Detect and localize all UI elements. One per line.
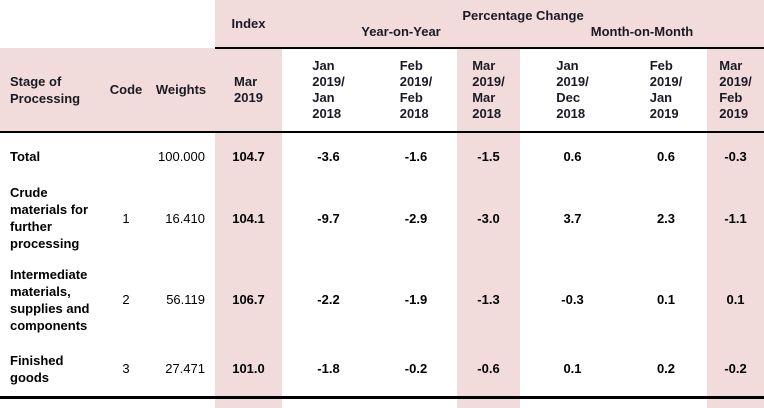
col-header-weights: Weights [147,48,215,133]
period-group-labels: Year-on-Year Month-on-Month [282,24,764,40]
col-header-yoy-jan: Jan 2019/ Jan 2018 [282,48,375,133]
cell-code: 3 [105,342,147,399]
cell-index: 104.7 [215,132,282,179]
col-header-code: Code [105,48,147,133]
bottom-strip-mom-mar [707,397,764,408]
cell-mom-jan: 3.7 [563,210,582,226]
data-row-total: Total 100.000 104.7 -3.6 -1.6 -1.5 0.6 0… [0,132,764,179]
cell-yoy-mar: -3.0 [457,179,520,257]
col-header-mom-mar: Mar 2019/ Feb 2019 [707,48,764,133]
month-on-month-label: Month-on-Month [590,23,694,39]
cell-mom-feb: 2.3 [656,210,676,226]
bottom-strip-blank [282,397,457,408]
cell-stage: Crude materials for further processing [10,185,89,251]
col-header-index-mar-2019: Mar 2019 [215,48,282,133]
cell-yoy-mar: -0.6 [457,342,520,399]
cell-stage: Finished goods [0,342,105,399]
bottom-strip-yoy-mar [457,397,520,408]
col-header-yoy-mar: Mar 2019/ Mar 2018 [457,48,520,133]
cell-mom-jan: 0.1 [520,342,625,399]
cell-mom-mar: 0.1 [707,257,764,342]
cell-yoy-mar: -1.3 [457,257,520,342]
corner-blank-cell [0,0,215,48]
cell-index: 104.1 [215,179,282,257]
cell-yoy-jan: -3.6 [317,148,340,164]
cell-yoy-feb: -1.6 [404,148,428,164]
cell-weights: 56.119 [166,292,205,307]
bottom-strip-blank [0,397,215,408]
col-header-yoy-feb: Feb 2019/ Feb 2018 [375,48,457,133]
cell-mom-mar: -0.2 [707,342,764,399]
cell-mom-mar: -1.1 [707,179,764,257]
data-row-intermediate-materials: Intermediate materials, supplies and com… [0,257,764,342]
percentage-change-label: Percentage Change [462,7,584,23]
percentage-change-group-header: Percentage Change Year-on-Year Month-on-… [282,0,764,49]
cell-mom-jan: -0.3 [561,292,584,307]
cell-yoy-feb: -0.2 [375,342,457,399]
cell-yoy-feb: -2.9 [404,210,428,226]
cell-weights: 100.000 [158,148,205,164]
cell-yoy-jan: -9.7 [317,210,340,226]
cell-yoy-jan: -2.2 [317,292,340,307]
cell-weights: 16.410 [165,210,205,226]
bottom-strip-index [215,397,282,408]
cell-yoy-feb: -1.9 [404,292,428,307]
column-header-row: Stage of Processing Code Weights Mar 201… [0,48,764,133]
year-on-year-label: Year-on-Year [361,23,441,39]
col-header-stage: Stage of Processing [0,48,105,133]
cell-mom-mar: -0.3 [707,132,764,179]
cell-yoy-mar: -1.5 [457,132,520,179]
col-header-mom-jan: Jan 2019/ Dec 2018 [520,48,625,133]
cell-mom-jan: 0.6 [563,148,582,164]
cell-code [105,132,147,179]
cell-mom-feb: 0.2 [625,342,707,399]
bottom-strip-row [0,397,764,408]
cell-index: 101.0 [215,342,282,399]
cell-code: 2 [122,292,130,307]
percentage-change-wrap: Percentage Change Year-on-Year Month-on-… [282,8,764,40]
cell-index: 106.7 [215,257,282,342]
cell-code: 1 [122,210,130,226]
data-row-crude-materials: Crude materials for further processing 1… [0,179,764,257]
cell-stage: Intermediate materials, supplies and com… [10,266,90,333]
cell-yoy-jan: -1.8 [282,342,375,399]
index-group-header: Index [215,0,282,49]
cell-mom-feb: 0.6 [656,148,676,164]
cell-weights: 27.471 [147,342,215,399]
cell-mom-feb: 0.1 [656,292,676,307]
top-header-row: Index Percentage Change Year-on-Year Mon… [0,0,764,49]
col-header-mom-feb: Feb 2019/ Jan 2019 [625,48,707,133]
cell-stage: Total [10,148,41,164]
bottom-strip-blank [520,397,707,408]
data-row-finished-goods: Finished goods 3 27.471 101.0 -1.8 -0.2 … [0,342,764,399]
